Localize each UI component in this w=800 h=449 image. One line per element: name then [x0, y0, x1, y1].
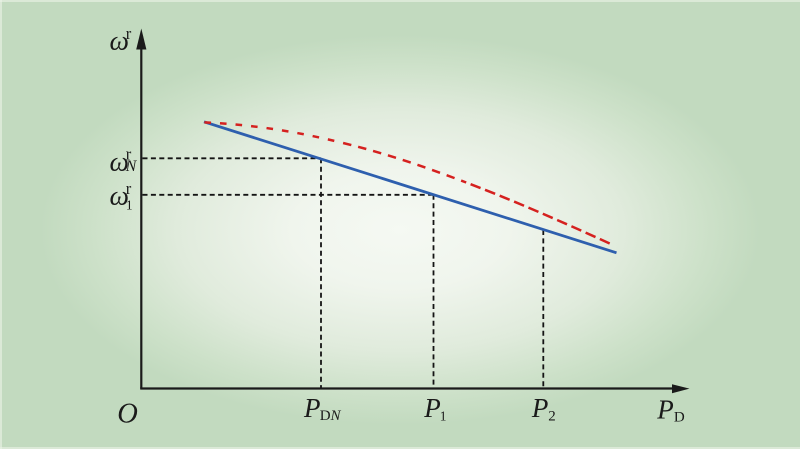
svg-text:1: 1: [440, 408, 447, 423]
svg-text:ω: ω: [110, 24, 129, 55]
svg-text:D: D: [320, 408, 331, 424]
svg-text:r: r: [126, 24, 132, 43]
svg-text:1: 1: [126, 198, 133, 213]
svg-text:r: r: [126, 145, 132, 164]
svg-text:N: N: [125, 158, 138, 175]
svg-text:2: 2: [548, 408, 556, 424]
svg-text:P: P: [531, 393, 549, 423]
svg-text:P: P: [656, 395, 674, 425]
svg-text:P: P: [423, 393, 441, 423]
svg-text:ω: ω: [110, 145, 129, 176]
svg-text:D: D: [674, 410, 685, 426]
svg-text:N: N: [330, 408, 342, 424]
svg-text:ω: ω: [110, 179, 129, 210]
svg-text:r: r: [126, 179, 132, 198]
svg-text:P: P: [303, 393, 321, 423]
svg-text:O: O: [117, 398, 138, 429]
